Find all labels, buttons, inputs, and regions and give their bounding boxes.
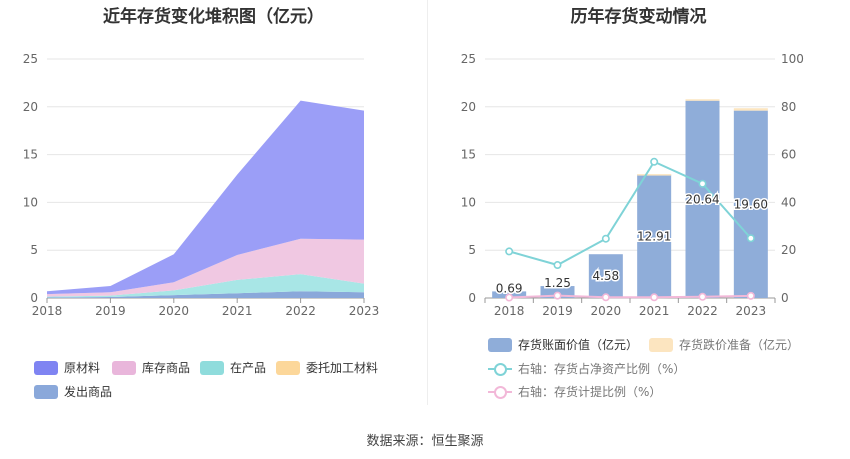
- x-tick-label: 2018: [494, 304, 525, 318]
- x-tick-label: 2021: [639, 304, 670, 318]
- legend-item-provision-ratio[interactable]: 右轴：存货计提比例（%）: [488, 383, 661, 400]
- line-point: [650, 157, 659, 166]
- x-tick-label: 2020: [159, 304, 190, 318]
- bar-value-label: 20.64: [685, 192, 719, 206]
- x-tick-label: 2022: [687, 304, 718, 318]
- x-tick-label: 2022: [285, 304, 316, 318]
- y-left-tick-label: 20: [461, 100, 476, 114]
- legend-swatch: [112, 360, 136, 375]
- legend-label: 右轴：存货占净资产比例（%）: [518, 362, 686, 376]
- line-point: [505, 293, 514, 302]
- legend-label: 委托加工材料: [306, 361, 379, 375]
- y-tick-label: 25: [23, 52, 38, 66]
- right-chart-legend: 存货账面价值（亿元） 存货跌价准备（亿元） 右轴：存货占净资产比例（%） 右轴：…: [427, 0, 850, 420]
- line-point: [505, 247, 514, 256]
- legend-label: 右轴：存货计提比例（%）: [518, 385, 662, 399]
- y-right-tick-label: 60: [781, 148, 796, 162]
- legend-swatch: [649, 337, 673, 352]
- legend-label: 在产品: [230, 361, 267, 375]
- left-chart-legend: 原材料 库存商品 在产品 委托加工材料 发出商品: [0, 0, 427, 420]
- area-series: [47, 100, 364, 295]
- line-point: [698, 292, 707, 301]
- bar-value-label: 4.58: [592, 269, 619, 283]
- bar-impairment: [733, 108, 768, 111]
- x-tick-label: 2023: [349, 304, 380, 318]
- y-tick-label: 20: [23, 100, 38, 114]
- panel-divider: [427, 0, 428, 405]
- legend-item-raw-materials[interactable]: 原材料: [34, 359, 100, 376]
- y-left-tick-label: 5: [468, 243, 476, 257]
- line-point: [553, 261, 562, 270]
- bar-impairment: [637, 174, 672, 176]
- bar-value-label: 1.25: [544, 276, 571, 290]
- line-point: [601, 234, 610, 243]
- line-point: [553, 291, 562, 300]
- y-left-tick-label: 15: [461, 148, 476, 162]
- y-tick-label: 10: [23, 195, 38, 209]
- bar-book-value: [588, 254, 623, 298]
- legend-line-marker: [488, 362, 512, 376]
- line-point: [746, 234, 755, 243]
- x-tick-label: 2020: [591, 304, 622, 318]
- line-point: [601, 293, 610, 302]
- legend-item-book-value[interactable]: 存货账面价值（亿元）: [488, 336, 638, 353]
- y-right-tick-label: 20: [781, 243, 796, 257]
- line-point: [746, 291, 755, 300]
- y-tick-label: 0: [30, 291, 38, 305]
- bar-book-value: [685, 100, 720, 298]
- y-right-tick-label: 80: [781, 100, 796, 114]
- bar-value-label: 19.60: [734, 197, 768, 211]
- legend-swatch: [200, 360, 224, 375]
- bar-value-label: 0.69: [496, 281, 523, 295]
- y-right-tick-label: 40: [781, 195, 796, 209]
- legend-label: 库存商品: [142, 361, 191, 375]
- y-tick-label: 5: [30, 243, 38, 257]
- bar-book-value: [733, 110, 768, 299]
- bar-book-value: [637, 174, 672, 298]
- legend-item-net-asset-ratio[interactable]: 右轴：存货占净资产比例（%）: [488, 360, 685, 377]
- y-left-tick-label: 0: [468, 291, 476, 305]
- line-series: [509, 294, 751, 299]
- line-series: [508, 160, 752, 267]
- legend-swatch: [34, 384, 58, 399]
- bar-value-label: 12.91: [637, 229, 671, 243]
- legend-label: 发出商品: [64, 385, 113, 399]
- x-tick-label: 2019: [95, 304, 126, 318]
- legend-label: 存货跌价准备（亿元）: [679, 338, 800, 352]
- data-source-label: 数据来源：恒生聚源: [366, 434, 484, 449]
- legend-label: 存货账面价值（亿元）: [518, 338, 639, 352]
- x-tick-label: 2021: [222, 304, 253, 318]
- left-chart-title: 近年存货变化堆积图（亿元）: [103, 7, 324, 27]
- area-series: [47, 238, 364, 297]
- right-chart-title: 历年存货变动情况: [570, 7, 707, 27]
- line-point: [698, 179, 707, 188]
- area-series: [47, 291, 364, 298]
- y-tick-label: 15: [23, 148, 38, 162]
- line-point: [650, 293, 659, 302]
- bar-impairment: [685, 99, 720, 101]
- legend-item-work-in-progress[interactable]: 在产品: [200, 359, 266, 376]
- y-right-tick-label: 0: [781, 291, 789, 305]
- legend-line-marker: [488, 385, 512, 399]
- legend-item-consigned-processing[interactable]: 委托加工材料: [276, 359, 378, 376]
- legend-item-goods-shipped[interactable]: 发出商品: [34, 383, 112, 400]
- x-tick-label: 2023: [736, 304, 767, 318]
- legend-item-impairment[interactable]: 存货跌价准备（亿元）: [649, 336, 799, 353]
- area-series: [47, 274, 364, 298]
- y-left-tick-label: 25: [461, 52, 476, 66]
- legend-swatch: [488, 337, 512, 352]
- stacked-area-chart: 0 5 10 15 20 25 2018 2019 2020 2021 2022 2023: [23, 52, 380, 318]
- legend-label: 原材料: [64, 361, 101, 375]
- inventory-bar-line-chart: 0 5 10 15 20 25 0 20 40 60 80 100 2018 2019 2020 2021 20…: [461, 52, 804, 318]
- legend-swatch: [34, 360, 58, 375]
- legend-item-finished-goods[interactable]: 库存商品: [112, 359, 190, 376]
- y-left-tick-label: 10: [461, 195, 476, 209]
- legend-swatch: [276, 360, 300, 375]
- x-tick-label: 2018: [32, 304, 63, 318]
- y-right-tick-label: 100: [781, 52, 804, 66]
- x-tick-label: 2019: [542, 304, 573, 318]
